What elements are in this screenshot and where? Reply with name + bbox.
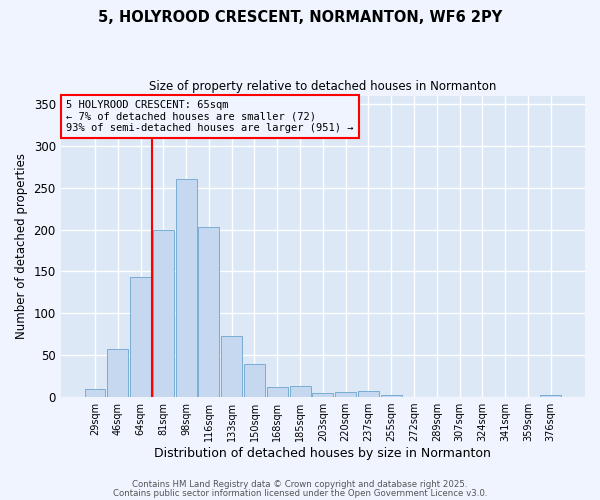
Bar <box>244 364 265 397</box>
Bar <box>176 180 197 397</box>
Bar <box>381 394 401 397</box>
Bar <box>313 393 334 397</box>
Y-axis label: Number of detached properties: Number of detached properties <box>15 154 28 340</box>
Text: Contains HM Land Registry data © Crown copyright and database right 2025.: Contains HM Land Registry data © Crown c… <box>132 480 468 489</box>
Bar <box>540 394 561 397</box>
X-axis label: Distribution of detached houses by size in Normanton: Distribution of detached houses by size … <box>154 447 491 460</box>
Bar <box>130 278 151 397</box>
Bar <box>267 387 288 397</box>
Bar <box>335 392 356 397</box>
Text: Contains public sector information licensed under the Open Government Licence v3: Contains public sector information licen… <box>113 488 487 498</box>
Bar <box>153 230 174 397</box>
Title: Size of property relative to detached houses in Normanton: Size of property relative to detached ho… <box>149 80 497 93</box>
Text: 5, HOLYROOD CRESCENT, NORMANTON, WF6 2PY: 5, HOLYROOD CRESCENT, NORMANTON, WF6 2PY <box>98 10 502 25</box>
Bar <box>221 336 242 397</box>
Bar <box>107 350 128 397</box>
Bar <box>358 391 379 397</box>
Bar <box>85 388 106 397</box>
Bar <box>199 227 220 397</box>
Bar <box>290 386 311 397</box>
Text: 5 HOLYROOD CRESCENT: 65sqm
← 7% of detached houses are smaller (72)
93% of semi-: 5 HOLYROOD CRESCENT: 65sqm ← 7% of detac… <box>66 100 353 134</box>
